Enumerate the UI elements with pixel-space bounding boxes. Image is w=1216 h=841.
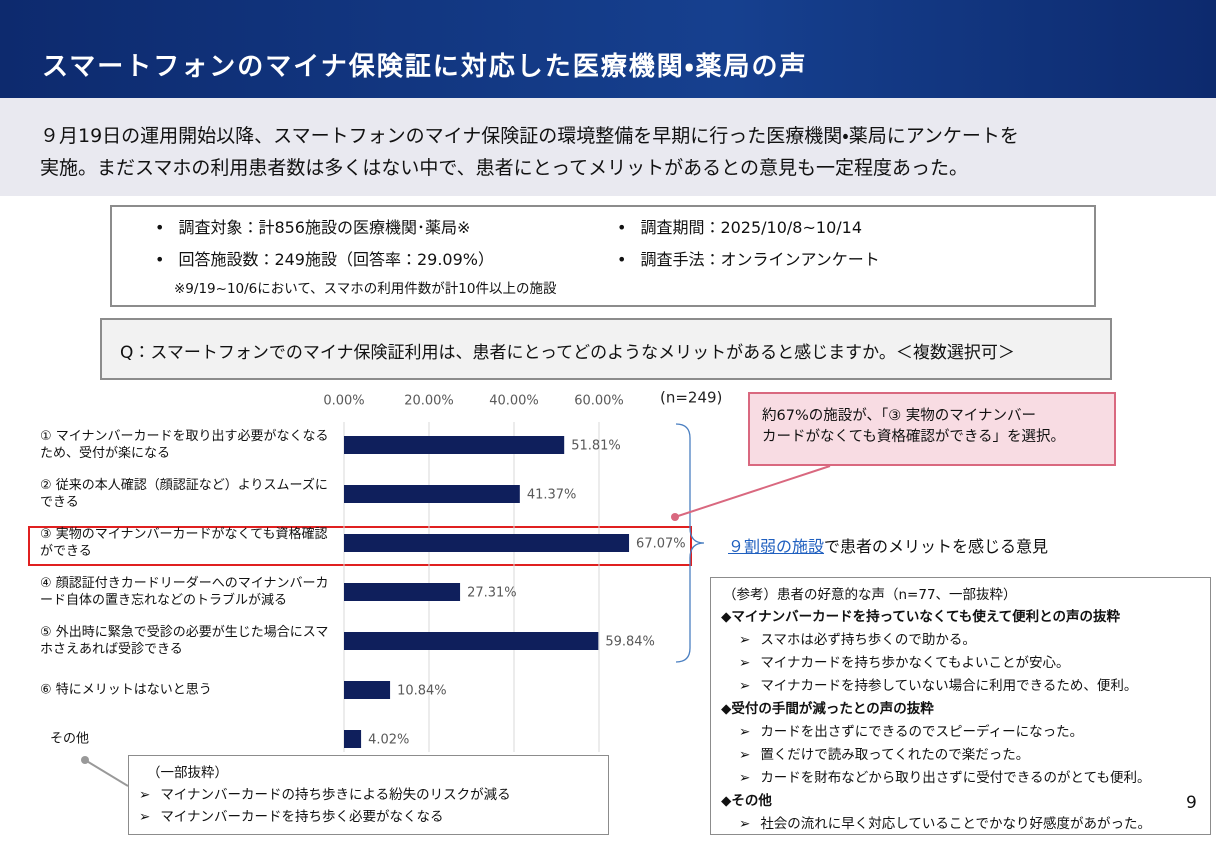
survey-box: [110, 205, 1096, 307]
reference-heading: ◆その他: [721, 793, 772, 809]
value-label: 67.07%: [636, 537, 686, 552]
category-label: ③ 実物のマイナンバーカードがなくても資格確認ができる: [40, 527, 328, 559]
category-label: ① マイナンバーカードを取り出す必要がなくなるため、受付が楽になる: [40, 429, 329, 461]
bar: [344, 583, 461, 601]
survey-item: 調査期間：2025/10/8~10/14: [617, 214, 862, 238]
value-label: 59.84%: [605, 635, 655, 650]
slide-title: スマートフォンのマイナ保険証に対応した医療機関・薬局の声: [42, 52, 808, 82]
x-tick-label: 60.00%: [574, 394, 624, 409]
reference-title: （参考）患者の好意的な声（n=77、一部抜粋）: [723, 587, 1017, 603]
brace-note-link: ９割弱の施設: [728, 537, 825, 556]
sample-size: (n=249): [660, 389, 722, 407]
callout-dot: [671, 513, 679, 521]
reference-item: カードを出さずにできるのでスピーディーになった。: [739, 721, 1210, 744]
reference-box: （参考）患者の好意的な声（n=77、一部抜粋） ◆マイナンバーカードを持っていなく…: [710, 577, 1211, 835]
reference-item: カードを財布などから取り出さずに受付できるのがとても便利。: [739, 767, 1210, 790]
category-label: ④ 顔認証付きカードリーダーへのマイナンバーカード自体の置き忘れなどのトラブルが…: [40, 576, 329, 608]
survey-item: 回答施設数：249施設（回答率：29.09%）: [155, 246, 494, 270]
bar: [344, 681, 391, 699]
value-label: 41.37%: [527, 488, 577, 503]
reference-item: 置くだけで読み取ってくれたので楽だった。: [739, 744, 1210, 767]
question: Q：スマートフォンでのマイナ保険証利用は、患者にとってどのようなメリットがあると…: [100, 318, 1112, 380]
callout-pointer: [674, 465, 831, 518]
bar: [344, 485, 520, 503]
bar: [344, 632, 599, 650]
lead-line: 実施。まだスマホの利用患者数は多くはない中で、患者にとってメリットがあるとの意見…: [40, 157, 968, 179]
survey-item: 調査対象：計856施設の医療機関･薬局※: [155, 214, 470, 238]
other-pointer: [84, 759, 129, 787]
reference-item: スマホは必ず持ち歩くので助かる。: [739, 629, 1210, 652]
reference-item: マイナカードを持ち歩かなくてもよいことが安心。: [739, 652, 1210, 675]
survey-item: 調査手法：オンラインアンケート: [617, 246, 879, 270]
category-label: ⑤ 外出時に緊急で受診の必要が生じた場合にスマホさえあれば受診できる: [40, 625, 329, 657]
brace: [675, 423, 705, 663]
reference-heading: ◆受付の手間が減ったとの声の抜粋: [721, 701, 934, 717]
value-label: 27.31%: [467, 586, 517, 601]
bar: [344, 436, 565, 454]
other-item: マイナンバーカードの持ち歩きによる紛失のリスクが減る: [139, 784, 608, 806]
x-tick-label: 40.00%: [489, 394, 539, 409]
other-box: （一部抜粋） マイナンバーカードの持ち歩きによる紛失のリスクが減るマイナンバーカー…: [128, 755, 609, 835]
value-label: 51.81%: [571, 439, 621, 454]
category-label: その他: [50, 731, 90, 747]
brace-note: ９割弱の施設で患者のメリットを感じる意見: [728, 533, 1048, 557]
highlight-frame: [28, 526, 692, 566]
bar: [344, 730, 362, 748]
other-dot: [81, 756, 89, 764]
header-band: [0, 0, 1216, 98]
x-tick-label: 20.00%: [404, 394, 454, 409]
reference-item: 社会の流れに早く対応していることでかなり好感度があがった。: [739, 813, 1210, 836]
value-label: 4.02%: [368, 733, 409, 748]
x-tick-label: 0.00%: [323, 394, 364, 409]
brace-note-text: で患者のメリットを感じる意見: [824, 537, 1049, 556]
value-label: 10.84%: [397, 684, 447, 699]
callout-line: カードがなくても資格確認ができる」を選択。: [762, 429, 1066, 445]
survey-note: ※9/19~10/6において、スマホの利用件数が計10件以上の施設: [174, 281, 557, 297]
lead-band: [0, 98, 1216, 196]
category-label: ② 従来の本人確認（顔認証など）よりスムーズにできる: [40, 478, 328, 510]
callout-line: 約67%の施設が、「③ 実物のマイナンバー: [762, 408, 1037, 424]
other-item: マイナンバーカードを持ち歩く必要がなくなる: [139, 806, 608, 828]
reference-heading: ◆マイナンバーカードを持っていなくても使えて便利との声の抜粋: [721, 609, 1121, 625]
bar: [344, 534, 630, 552]
callout-box: 約67%の施設が、「③ 実物のマイナンバー カードがなくても資格確認ができる」を…: [748, 392, 1116, 466]
lead-line: ９月19日の運用開始以降、スマートフォンのマイナ保険証の環境整備を早期に行った医…: [40, 125, 1019, 147]
category-label: ⑥ 特にメリットはないと思う: [40, 682, 212, 698]
page-number: 9: [1186, 793, 1197, 813]
reference-item: マイナカードを持参していない場合に利用できるため、便利。: [739, 675, 1210, 698]
other-title: （一部抜粋）: [147, 765, 228, 781]
